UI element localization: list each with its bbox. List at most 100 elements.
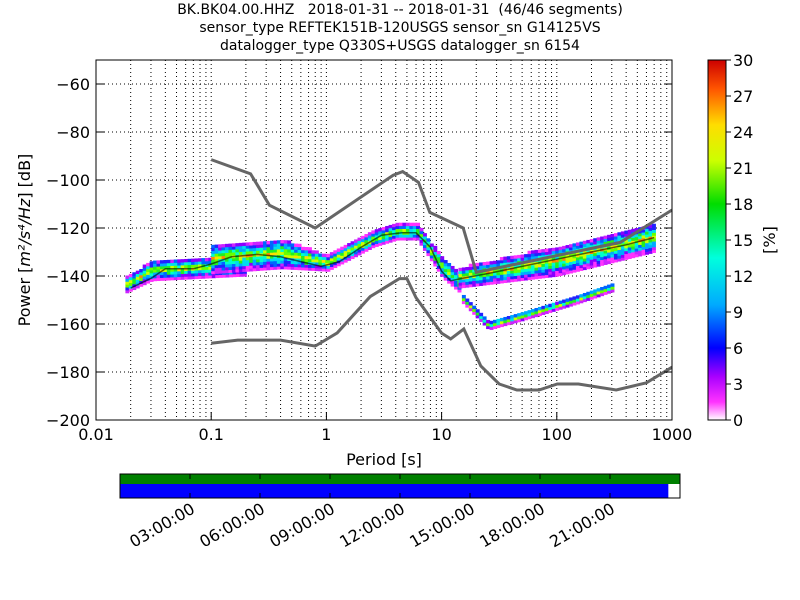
density-cell bbox=[617, 235, 622, 239]
density-cell bbox=[541, 251, 546, 256]
density-cell bbox=[149, 278, 154, 282]
density-cell bbox=[304, 264, 309, 268]
density-cell bbox=[433, 251, 438, 255]
density-cell bbox=[336, 257, 341, 261]
density-cell bbox=[506, 276, 511, 280]
density-cell bbox=[235, 243, 240, 247]
density-cell bbox=[194, 275, 199, 280]
density-cell bbox=[231, 257, 236, 262]
density-cell bbox=[218, 264, 223, 268]
density-cell bbox=[139, 277, 144, 282]
density-cell bbox=[263, 255, 267, 259]
density-cell bbox=[422, 238, 427, 243]
density-cell bbox=[475, 262, 480, 267]
density-cell bbox=[534, 272, 539, 277]
density-cell bbox=[513, 314, 518, 318]
density-cell bbox=[565, 253, 570, 258]
density-cell bbox=[197, 269, 202, 274]
density-cell bbox=[565, 245, 570, 249]
density-cell bbox=[194, 267, 199, 271]
density-cell bbox=[607, 237, 611, 242]
density-cell bbox=[479, 265, 484, 269]
density-cell bbox=[537, 263, 542, 268]
density-cell bbox=[142, 267, 147, 271]
density-cell bbox=[524, 265, 529, 269]
density-cell bbox=[641, 240, 646, 245]
x-tick-label: 100 bbox=[542, 425, 573, 444]
density-cell bbox=[231, 252, 236, 256]
density-cell bbox=[273, 260, 278, 265]
density-cell bbox=[482, 276, 487, 280]
density-cell bbox=[214, 250, 219, 254]
y-tick-label: −100 bbox=[46, 171, 90, 190]
density-cell bbox=[290, 254, 295, 259]
density-cell bbox=[510, 270, 515, 274]
timeline-tick-label: 21:00:00 bbox=[546, 499, 618, 551]
density-cell bbox=[412, 237, 417, 241]
density-cell bbox=[457, 289, 462, 293]
density-cell bbox=[333, 250, 338, 254]
density-cell bbox=[290, 260, 295, 265]
density-cell bbox=[159, 277, 164, 281]
density-cell bbox=[128, 282, 133, 286]
density-cell bbox=[426, 241, 431, 245]
density-cell bbox=[454, 286, 459, 290]
density-cell bbox=[354, 242, 359, 246]
density-cell bbox=[537, 275, 542, 279]
density-cell bbox=[232, 273, 237, 278]
density-cell bbox=[593, 258, 598, 262]
density-cell bbox=[513, 278, 518, 282]
density-cell bbox=[252, 267, 257, 272]
density-cell bbox=[596, 263, 601, 267]
density-cell bbox=[645, 245, 650, 249]
density-cell bbox=[651, 229, 656, 233]
density-cell bbox=[197, 258, 202, 262]
density-cell bbox=[287, 263, 292, 267]
density-cell bbox=[314, 267, 319, 272]
density-cell bbox=[166, 274, 171, 278]
density-cell bbox=[392, 235, 397, 239]
density-cell bbox=[548, 271, 553, 275]
density-cell bbox=[385, 231, 390, 236]
density-cell bbox=[211, 247, 216, 252]
density-cell bbox=[600, 253, 605, 258]
chart-title-line-2: sensor_type REFTEK151B-120USGS sensor_sn… bbox=[199, 20, 601, 36]
density-cell bbox=[503, 322, 508, 327]
density-cell bbox=[593, 255, 598, 259]
density-cell bbox=[593, 261, 598, 265]
density-cell bbox=[610, 257, 615, 261]
density-cell bbox=[544, 263, 549, 267]
density-cell bbox=[280, 251, 285, 255]
density-cell bbox=[350, 249, 355, 254]
density-cell bbox=[527, 310, 532, 314]
density-cell bbox=[214, 244, 219, 248]
density-cell bbox=[544, 310, 549, 314]
colorbar-tick-label: 24 bbox=[733, 123, 753, 142]
density-cell bbox=[593, 241, 598, 245]
density-cell bbox=[163, 265, 168, 270]
density-cell bbox=[620, 257, 625, 261]
density-cell bbox=[256, 244, 261, 248]
density-cell bbox=[503, 279, 508, 284]
density-cell bbox=[607, 290, 611, 294]
density-cell bbox=[617, 232, 622, 236]
density-cell bbox=[555, 267, 560, 271]
density-cell bbox=[419, 230, 424, 235]
density-cell bbox=[269, 266, 274, 271]
density-cell bbox=[385, 237, 390, 241]
density-cell bbox=[287, 251, 292, 256]
density-cell bbox=[458, 279, 463, 283]
density-cell bbox=[634, 227, 639, 232]
density-cell bbox=[314, 253, 319, 257]
density-cell bbox=[419, 227, 424, 232]
density-cell bbox=[426, 238, 431, 242]
density-cell bbox=[128, 273, 133, 278]
density-cell bbox=[648, 244, 653, 249]
density-cell bbox=[565, 298, 570, 302]
density-cell bbox=[187, 270, 192, 274]
density-cell bbox=[311, 267, 316, 271]
density-cell bbox=[329, 263, 334, 268]
density-cell bbox=[489, 326, 494, 330]
density-cell bbox=[228, 260, 233, 265]
density-cell bbox=[465, 301, 470, 305]
